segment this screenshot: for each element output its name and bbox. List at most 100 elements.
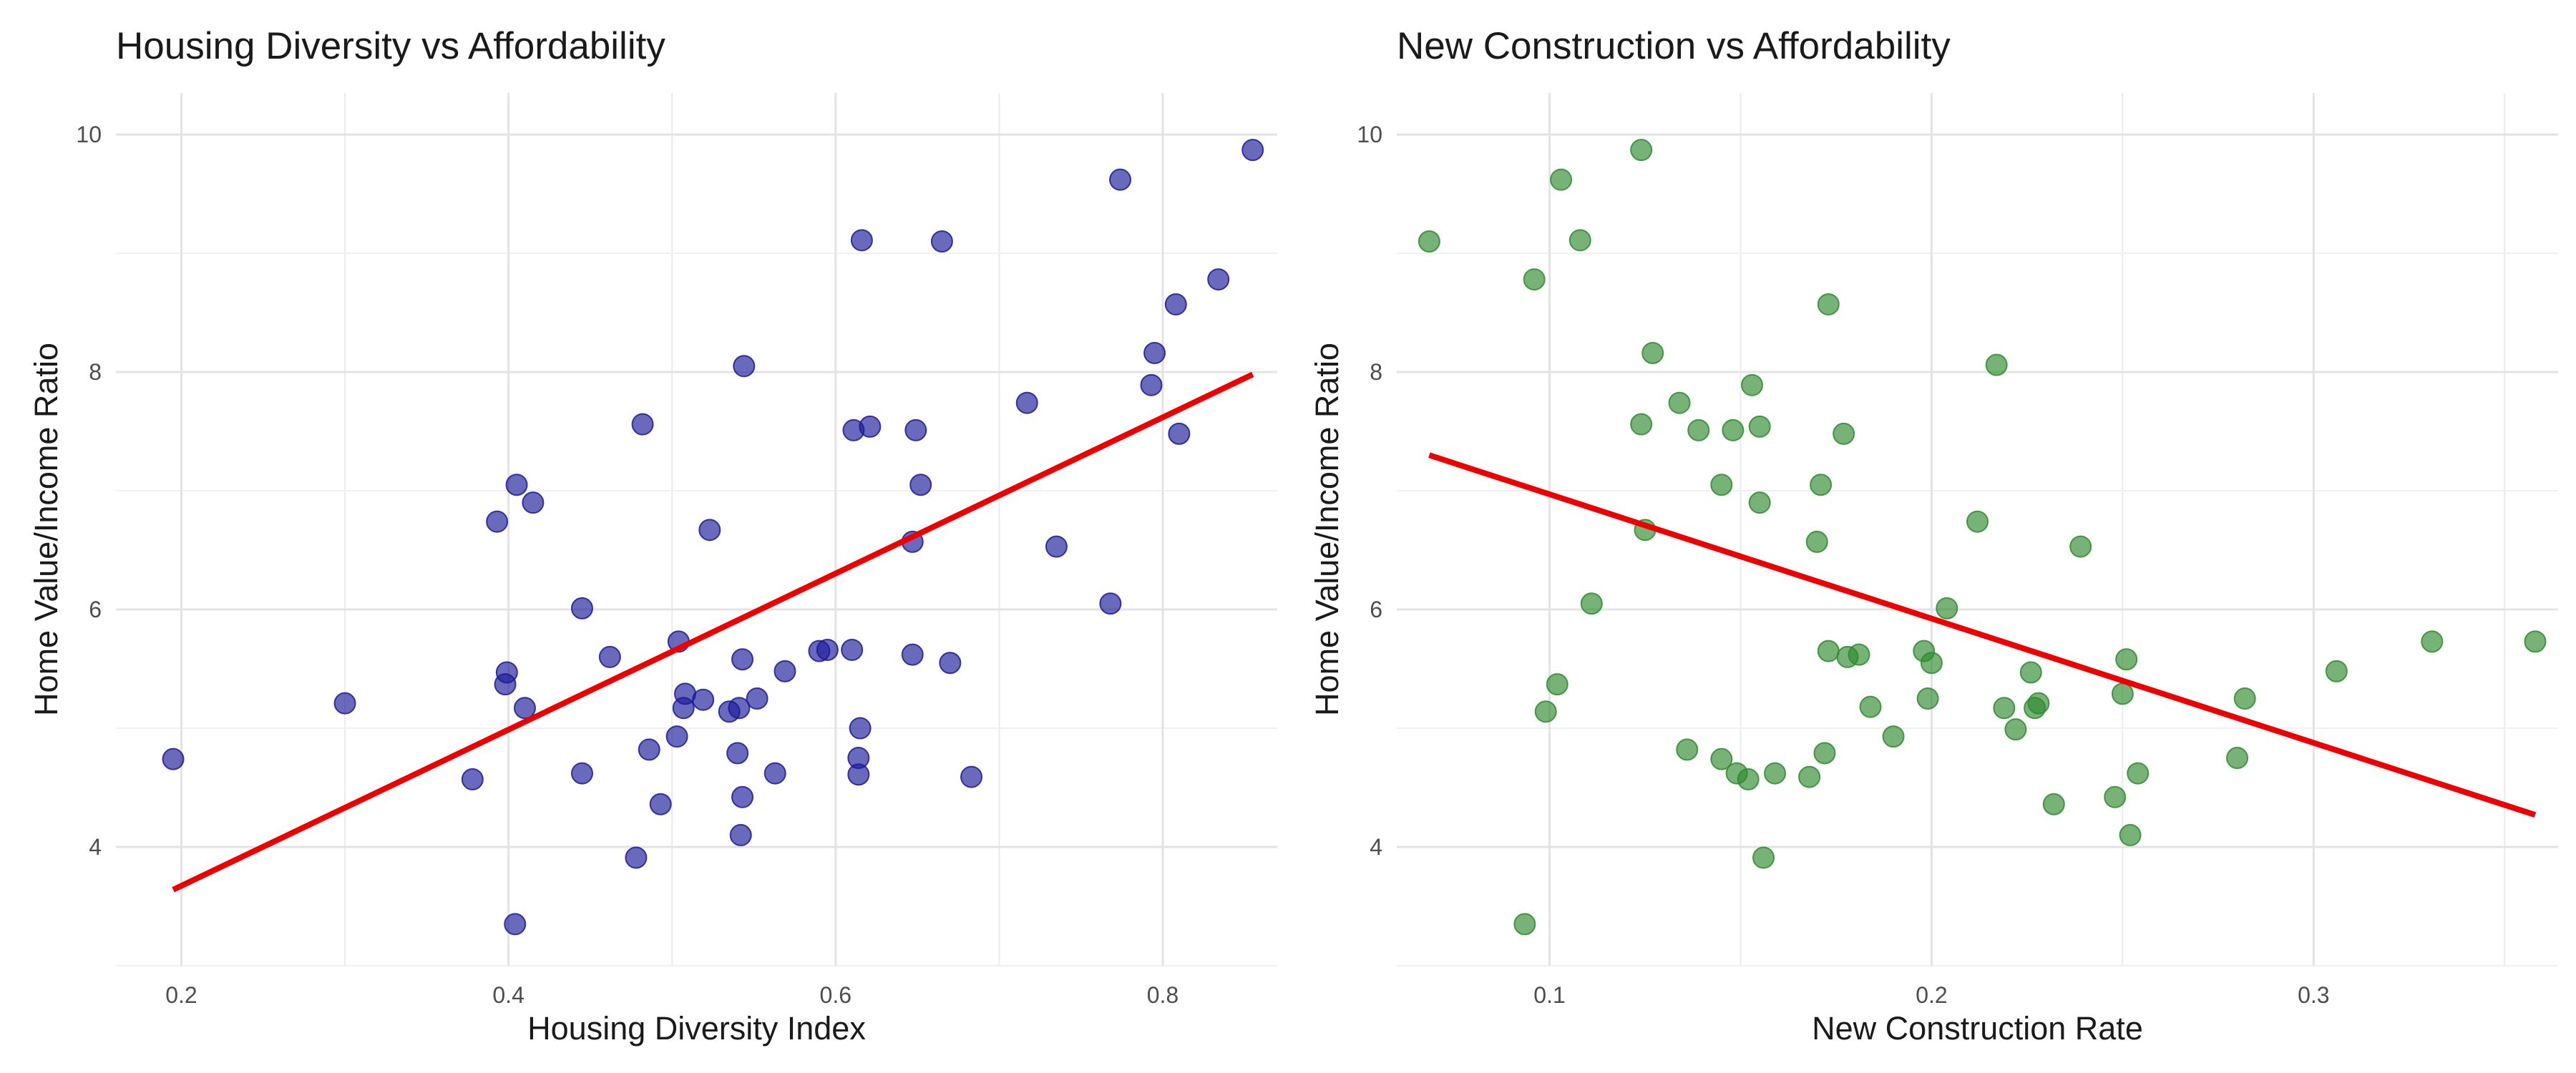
data-point: [1630, 413, 1653, 436]
data-point: [1848, 643, 1870, 666]
data-point: [1676, 738, 1699, 761]
data-point: [2421, 630, 2444, 653]
data-point: [1015, 391, 1038, 414]
data-point: [513, 697, 536, 720]
data-point: [1813, 742, 1836, 765]
scatter-plot: 0.2 0.4 0.6 0.8 4 6 8 10 Housing Diversity Index…: [28, 93, 1277, 1047]
data-point: [909, 474, 932, 496]
data-point: [1710, 748, 1733, 770]
data-point: [1859, 695, 1882, 718]
data-point: [728, 697, 751, 720]
y-tick-label: 10: [1357, 122, 1382, 147]
x-tick-label: 0.8: [1147, 982, 1179, 1008]
data-point: [1817, 640, 1840, 662]
data-point: [505, 474, 528, 496]
data-point: [1687, 418, 1710, 441]
data-point: [1418, 230, 1440, 253]
data-point: [631, 413, 654, 436]
data-point: [729, 823, 752, 846]
x-axis-title: New Construction Rate: [1812, 1010, 2143, 1047]
data-point: [1810, 474, 1833, 496]
chart-panel-right: New Construction vs Affordability 0.1 0.2…: [1281, 0, 2562, 1073]
data-point: [1109, 168, 1132, 191]
data-point: [2325, 660, 2348, 682]
chart-title: New Construction vs Affordability: [1397, 25, 1951, 67]
data-point: [763, 762, 786, 785]
data-point: [1798, 765, 1821, 788]
y-axis-title: Home Value/Income Ratio: [28, 343, 64, 716]
data-point: [1748, 491, 1771, 514]
data-point: [162, 748, 185, 770]
data-point: [2104, 785, 2127, 808]
data-point: [1241, 139, 1264, 162]
data-point: [2226, 747, 2249, 770]
chart-panel-left: Housing Diversity vs Affordability 0.2 0.…: [0, 0, 1281, 1073]
y-tick-label: 8: [1370, 359, 1382, 385]
y-tick-label: 6: [1370, 597, 1382, 622]
data-point: [570, 597, 593, 619]
data-point: [904, 418, 927, 441]
data-point: [930, 230, 953, 253]
data-point: [901, 643, 924, 666]
data-point: [2111, 682, 2134, 705]
x-tick-label: 0.2: [1916, 982, 1947, 1008]
data-point: [859, 415, 882, 438]
data-point: [649, 793, 672, 815]
data-point: [1748, 415, 1771, 438]
data-point: [731, 648, 754, 671]
data-point: [1580, 592, 1603, 615]
data-point: [1641, 342, 1664, 365]
data-point: [1764, 762, 1787, 785]
data-point: [847, 763, 870, 786]
x-axis-title: Housing Diversity Index: [527, 1010, 866, 1047]
y-tick-label: 10: [76, 122, 102, 147]
data-point: [841, 638, 864, 661]
data-point: [1882, 725, 1905, 748]
trend-line: [1428, 452, 2537, 818]
data-point: [1668, 391, 1691, 414]
data-point: [1143, 342, 1166, 365]
data-point: [1207, 268, 1230, 291]
data-point: [522, 491, 545, 514]
data-point: [1140, 373, 1163, 396]
y-tick-label: 6: [89, 597, 102, 622]
x-tick-label: 0.6: [820, 982, 852, 1008]
data-point: [625, 846, 648, 869]
data-point: [2069, 535, 2092, 558]
data-point: [2042, 793, 2065, 815]
data-point: [960, 765, 983, 788]
data-point: [333, 692, 356, 715]
data-point: [1722, 418, 1745, 441]
x-tick-label: 0.3: [2298, 982, 2329, 1008]
data-point: [2115, 648, 2138, 671]
data-point: [816, 638, 839, 661]
data-point: [1523, 268, 1546, 291]
scatter-plot: 0.1 0.2 0.3 4 6 8 10 New Construction Rate Home …: [1309, 93, 2558, 1047]
data-point: [1993, 697, 2016, 720]
data-point: [1752, 846, 1775, 869]
data-point: [1164, 293, 1187, 315]
data-point: [850, 229, 873, 252]
data-point: [939, 652, 962, 675]
data-point: [1630, 139, 1653, 162]
data-point: [2127, 762, 2150, 785]
data-point: [638, 738, 660, 761]
y-tick-label: 8: [89, 359, 102, 385]
data-point: [1920, 652, 1943, 675]
data-point: [1966, 510, 1989, 533]
data-point: [1741, 373, 1764, 396]
data-point: [1568, 229, 1591, 252]
data-point: [1833, 422, 1855, 445]
data-point: [731, 785, 754, 808]
data-point: [698, 519, 721, 542]
data-point: [665, 725, 688, 748]
data-point: [570, 762, 593, 785]
data-point: [486, 510, 509, 533]
data-point: [2004, 718, 2027, 741]
data-point: [849, 717, 872, 740]
data-point: [1817, 293, 1840, 315]
data-point: [1710, 474, 1733, 496]
data-point: [1513, 913, 1536, 936]
data-point: [2233, 687, 2256, 710]
trend-line: [172, 371, 1254, 893]
